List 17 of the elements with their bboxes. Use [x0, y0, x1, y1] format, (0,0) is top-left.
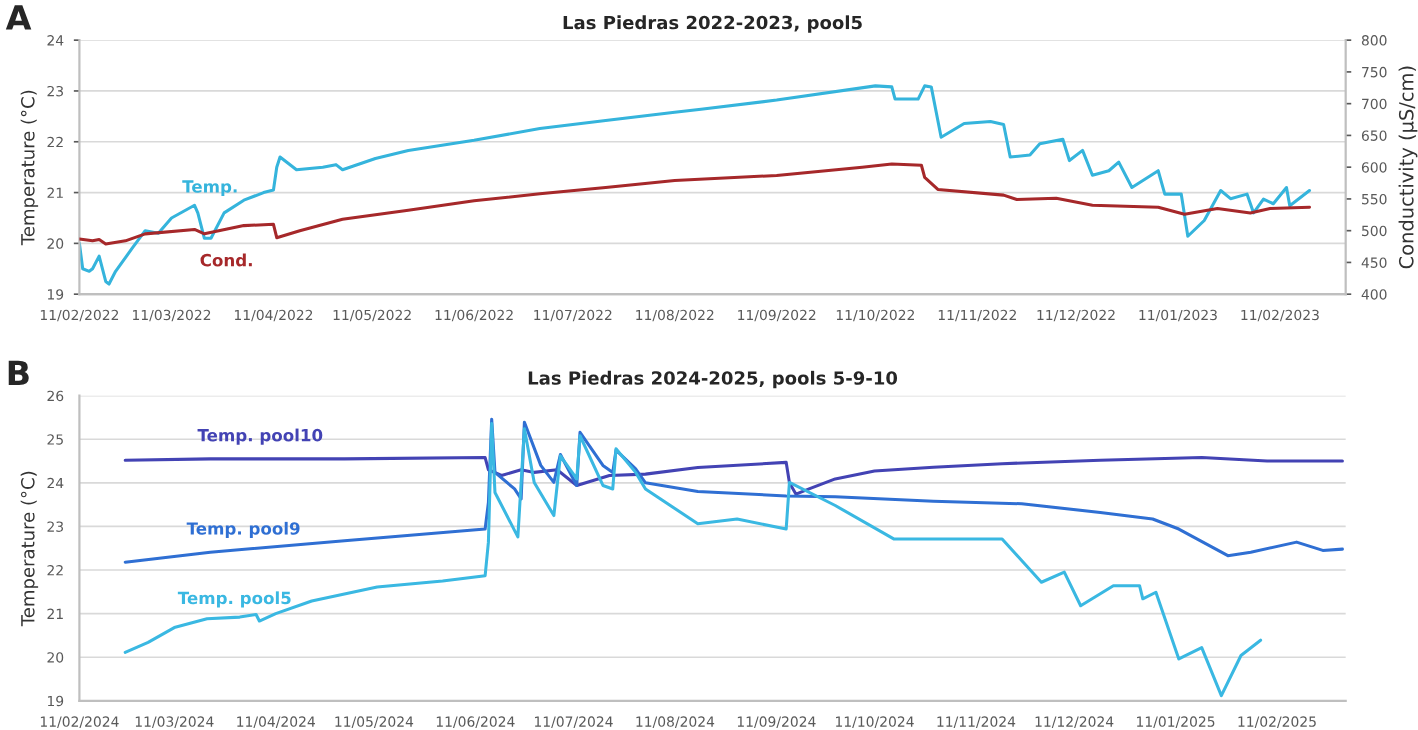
- line-series: [123, 417, 1344, 564]
- line-series: [123, 456, 1344, 496]
- series-label: Temp.: [182, 180, 237, 196]
- chart-title: Las Piedras 2024-2025, pools 5-9-10: [528, 370, 898, 389]
- series-label: Temp. pool10: [197, 428, 323, 445]
- series-label: Temp. pool5: [177, 591, 291, 608]
- series-label: Cond.: [200, 253, 252, 267]
- line-series: [79, 84, 1312, 286]
- series-label: Temp. pool9: [186, 521, 300, 538]
- text: B: [8, 360, 29, 386]
- y-axis-title: Temperature (°C): [20, 471, 39, 627]
- text: A: [5, 5, 32, 30]
- line-series: [79, 162, 1312, 246]
- y-axis-title: Temperature (°C): [20, 90, 39, 246]
- y2-axis-title: Conductivity (µS/cm): [1398, 66, 1418, 269]
- line-series: [123, 422, 1263, 698]
- chart-title: Las Piedras 2022-2023, pool5: [563, 15, 862, 33]
